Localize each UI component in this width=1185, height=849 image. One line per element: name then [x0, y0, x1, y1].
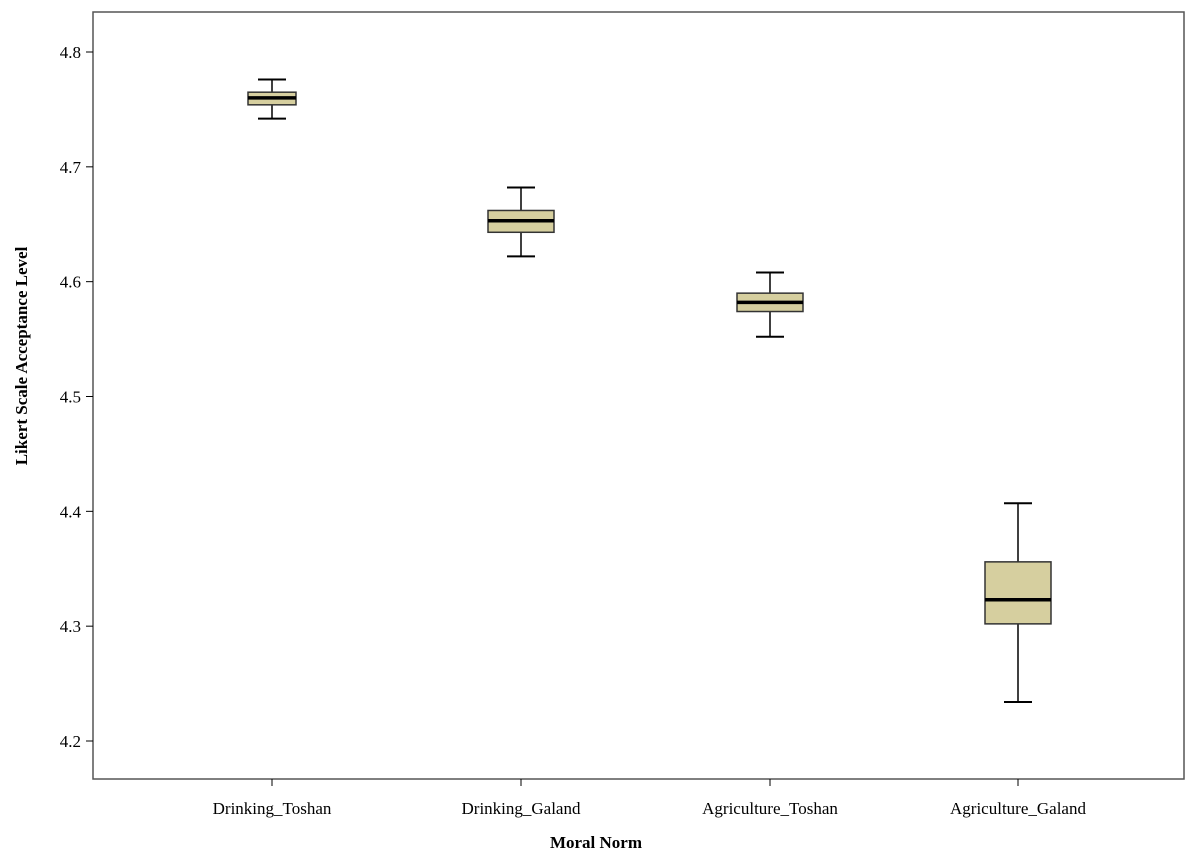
box-iqr: [984, 561, 1052, 625]
y-tick-label: 4.2: [60, 732, 81, 751]
x-tick-label: Drinking_Galand: [462, 799, 581, 818]
x-axis-title: Moral Norm: [550, 833, 642, 849]
y-tick-label: 4.5: [60, 388, 81, 407]
x-tick-label: Agriculture_Toshan: [702, 799, 838, 818]
x-tick-label: Agriculture_Galand: [950, 799, 1086, 818]
y-tick-label: 4.8: [60, 43, 81, 62]
plot-area: 4.2 4.3 4.4 4.5 4.6 4.7 4.8 Drinking_Toshan Drin…: [60, 11, 1185, 818]
y-tick-label: 4.4: [60, 502, 82, 521]
y-tick-label: 4.3: [60, 617, 81, 636]
y-tick-label: 4.6: [60, 273, 81, 292]
y-axis-title: Likert Scale Acceptance Level: [12, 246, 31, 465]
x-tick-label: Drinking_Toshan: [213, 799, 332, 818]
y-tick-label: 4.7: [60, 158, 82, 177]
plot-frame: [92, 11, 1185, 780]
